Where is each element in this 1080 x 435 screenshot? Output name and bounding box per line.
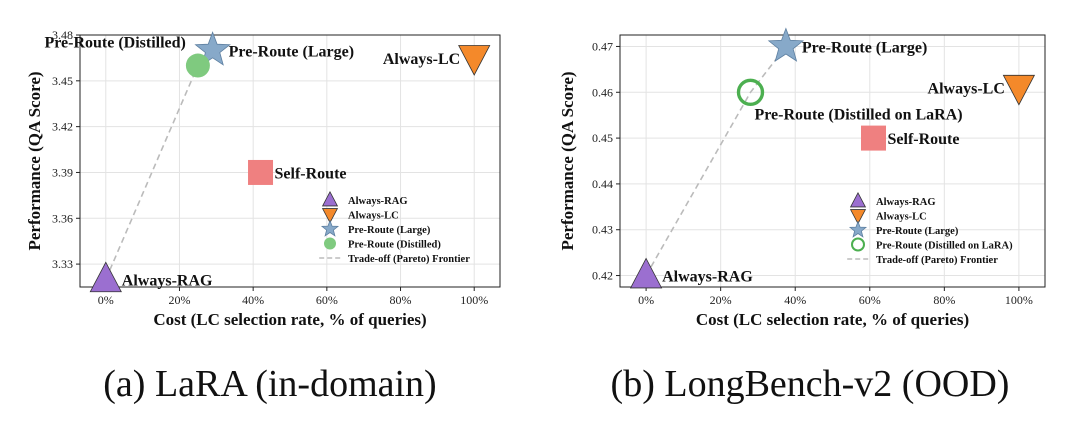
point-label-self-route: Self-Route	[888, 131, 960, 148]
legend-marker-always-rag	[849, 191, 867, 208]
x-tick-label: 40%	[784, 293, 806, 307]
plot-frame	[79, 34, 501, 288]
plot-frame	[619, 34, 1046, 288]
point-pre-route-distilled-on-lara	[736, 78, 765, 106]
point-label-self-route: Self-Route	[275, 165, 347, 182]
pareto-frontier-line	[645, 46, 787, 276]
legend-label-pre-route-large: Pre-Route (Large)	[876, 226, 959, 237]
legend-marker-pre-route-distilled	[324, 237, 336, 250]
point-label-pre-route-large: Pre-Route (Large)	[229, 43, 354, 60]
pareto-frontier-line	[105, 49, 214, 280]
y-tick-label: 3.39	[52, 165, 73, 179]
legend-label-pre-route-distilled: Pre-Route (Distilled)	[348, 240, 441, 251]
point-always-lc	[1002, 74, 1036, 106]
scatter-chart-longbench: 0% 20% 40% 60% 80% 100% 0.42 0.43 0.44 0.45 0.46 0.…	[558, 27, 1046, 329]
x-tick-label: 100%	[460, 293, 488, 307]
y-tick-label: 3.42	[52, 120, 73, 134]
point-pre-route-large	[194, 31, 231, 66]
scatter-chart-lara: 0% 20% 40% 60% 80% 100% 3.33 3.36 3.39 3.42 3.45 3.…	[25, 28, 501, 329]
point-label-pre-route-distilled-on-lara: Pre-Route (Distilled on LaRA)	[754, 106, 962, 123]
point-pre-route-large	[767, 27, 805, 62]
legend-marker-pre-route-large	[848, 220, 868, 238]
point-label-always-rag: Always-RAG	[662, 269, 753, 286]
legend-marker-always-lc	[849, 209, 867, 225]
caption-b: (b) LongBench-v2 (OOD)	[610, 363, 1010, 405]
y-tick-label: 0.42	[592, 269, 613, 283]
y-axis-label: Performance (QA Score)	[25, 71, 44, 250]
y-tick-label: 0.44	[592, 177, 613, 191]
legend-label-trade-off-pareto-frontier: Trade-off (Pareto) Frontier	[876, 255, 998, 266]
legend-label-pre-route-large: Pre-Route (Large)	[348, 225, 431, 236]
point-label-always-lc: Always-LC	[383, 51, 460, 68]
y-tick-label: 3.48	[52, 28, 73, 42]
x-tick-label: 0%	[98, 293, 114, 307]
y-tick-label: 3.33	[52, 257, 73, 271]
point-label-pre-route-distilled: Pre-Route (Distilled)	[44, 35, 185, 52]
x-tick-label: 80%	[933, 293, 955, 307]
x-tick-label: 20%	[168, 293, 190, 307]
y-tick-label: 3.45	[52, 74, 73, 88]
x-tick-label: 20%	[710, 293, 732, 307]
legend: Always-RAG Always-LC Pre-Route (Large) Pre-…	[319, 190, 470, 265]
point-label-always-lc: Always-LC	[928, 81, 1005, 98]
x-tick-label: 60%	[316, 293, 338, 307]
point-always-rag	[89, 261, 122, 293]
legend-label-trade-off-pareto-frontier: Trade-off (Pareto) Frontier	[348, 254, 470, 265]
chart-panel-b: 0% 20% 40% 60% 80% 100% 0.42 0.43 0.44 0.45 0.46 0.…	[540, 0, 1080, 435]
x-axis-label: Cost (LC selection rate, % of queries)	[153, 310, 426, 329]
legend-marker-always-lc	[321, 208, 339, 224]
legend-label-always-lc: Always-LC	[348, 211, 399, 222]
x-tick-label: 60%	[859, 293, 881, 307]
legend-marker-pre-route-large	[320, 219, 340, 237]
y-axis-label: Performance (QA Score)	[558, 71, 577, 250]
legend-label-always-lc: Always-LC	[876, 212, 927, 223]
point-label-always-rag: Always-RAG	[122, 272, 213, 289]
legend-label-pre-route-distilled-on-lara: Pre-Route (Distilled on LaRA)	[876, 241, 1013, 252]
legend-marker-always-rag	[321, 190, 339, 207]
legend-label-always-rag: Always-RAG	[348, 196, 408, 207]
point-label-pre-route-large: Pre-Route (Large)	[802, 39, 927, 56]
chart-panel-a: 0% 20% 40% 60% 80% 100% 3.33 3.36 3.39 3.42 3.45 3.…	[25, 28, 501, 405]
point-always-lc	[458, 45, 491, 76]
point-self-route	[861, 125, 887, 151]
legend-label-always-rag: Always-RAG	[876, 197, 936, 208]
legend: Always-RAG Always-LC Pre-Route (Large) Pre-…	[847, 191, 1013, 266]
caption-a: (a) LaRA (in-domain)	[103, 363, 437, 405]
x-axis-label: Cost (LC selection rate, % of queries)	[696, 310, 969, 329]
x-tick-label: 100%	[1005, 293, 1033, 307]
x-tick-label: 40%	[242, 293, 264, 307]
y-tick-label: 3.36	[52, 211, 73, 225]
y-tick-label: 0.43	[592, 223, 613, 237]
y-tick-label: 0.46	[592, 85, 613, 99]
point-pre-route-distilled	[185, 53, 210, 78]
point-always-rag	[629, 257, 663, 289]
x-tick-label: 80%	[390, 293, 412, 307]
y-tick-label: 0.45	[592, 131, 613, 145]
legend-marker-pre-route-distilled-on-lara	[851, 237, 865, 252]
x-tick-label: 0%	[638, 293, 654, 307]
point-self-route	[248, 159, 274, 185]
y-tick-label: 0.47	[592, 39, 613, 53]
